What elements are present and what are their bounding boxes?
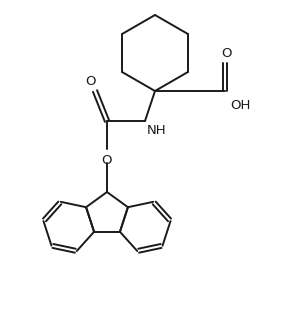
- Text: O: O: [86, 75, 96, 88]
- Text: O: O: [102, 154, 112, 167]
- Text: O: O: [221, 47, 231, 60]
- Text: OH: OH: [230, 99, 250, 112]
- Text: NH: NH: [147, 124, 167, 137]
